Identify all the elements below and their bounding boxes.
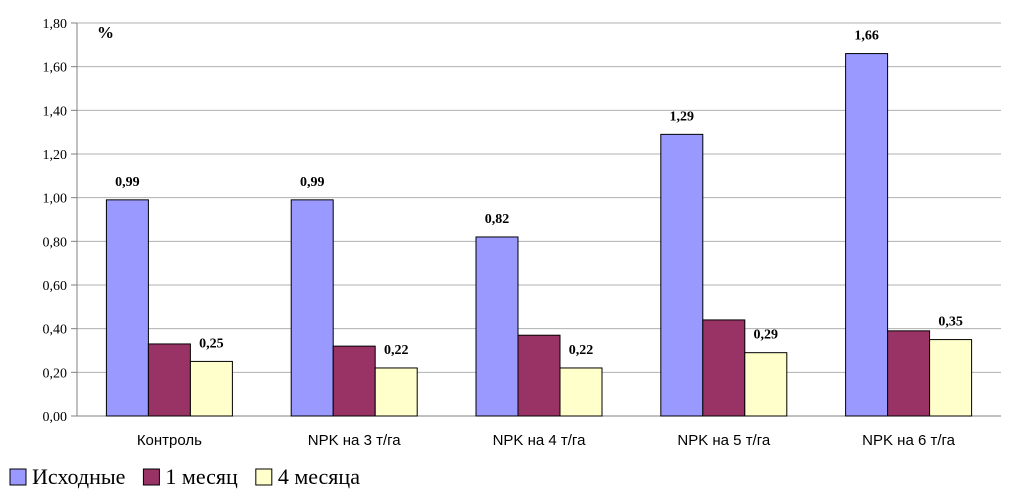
data-label: 1,66: [854, 29, 879, 44]
y-tick-label: 1,40: [43, 104, 68, 119]
data-label: 0,29: [754, 328, 779, 343]
legend-swatch: [9, 468, 27, 486]
y-tick-label: 0,40: [43, 323, 68, 338]
legend-label: Исходные: [32, 464, 125, 489]
bar-initial: [475, 236, 519, 417]
x-tick-label: Контроль: [137, 432, 202, 449]
x-tick-label: NPK на 4 т/га: [493, 432, 586, 449]
y-tick-label: 0,80: [43, 235, 68, 250]
data-label: 0,82: [485, 212, 510, 227]
legend-swatch: [255, 468, 273, 486]
data-label: 0,22: [569, 343, 594, 358]
bar-month-4: [189, 360, 233, 417]
y-tick-label: 1,00: [43, 192, 68, 207]
bar-initial: [660, 133, 704, 417]
bar-month-1: [517, 334, 561, 417]
legend-label: 1 месяц: [165, 464, 238, 489]
axes: 0,00 0,20 0,40 0,60 0,80 1,00 1,20 1,40 1,60 1,80…: [43, 17, 1001, 449]
y-tick-label: 0,20: [43, 366, 68, 381]
data-labels: 0,99 0,25 0,99 0,22 0,82 0,22 1,29 0,29 1,66 0,35: [115, 29, 963, 358]
bar-month-1: [702, 319, 746, 417]
legend-swatch: [142, 468, 160, 486]
y-tick-label: 1,80: [43, 17, 68, 32]
legend: Исходные 1 месяц 4 месяца: [9, 464, 360, 489]
legend-label: 4 месяца: [278, 464, 360, 489]
data-label: 0,99: [300, 175, 325, 190]
data-label: 0,35: [938, 315, 963, 330]
gridlines: [77, 22, 1001, 373]
bar-month-1: [332, 345, 376, 417]
bar-month-4: [559, 367, 603, 417]
x-tick-label: NPK на 5 т/га: [677, 432, 770, 449]
y-tick-label: 1,20: [43, 148, 68, 163]
bar-initial: [105, 199, 149, 417]
bars: [105, 53, 973, 417]
bar-initial: [290, 199, 334, 417]
x-tick-label: NPK на 3 т/га: [308, 432, 401, 449]
y-axis-label: %: [97, 23, 114, 42]
data-label: 0,99: [115, 175, 140, 190]
data-label: 0,25: [199, 336, 224, 351]
x-tick-label: NPK на 6 т/га: [862, 432, 955, 449]
bar-month-4: [929, 339, 973, 417]
bar-initial: [845, 53, 889, 417]
bar-month-1: [887, 330, 931, 417]
data-label: 1,29: [670, 109, 695, 124]
bar-month-4: [374, 367, 418, 417]
bar-month-4: [744, 352, 788, 417]
data-label: 0,22: [384, 343, 409, 358]
y-tick-label: 0,00: [43, 410, 68, 425]
bar-month-1: [147, 343, 191, 417]
y-tick-label: 0,60: [43, 279, 68, 294]
y-tick-label: 1,60: [43, 61, 68, 76]
